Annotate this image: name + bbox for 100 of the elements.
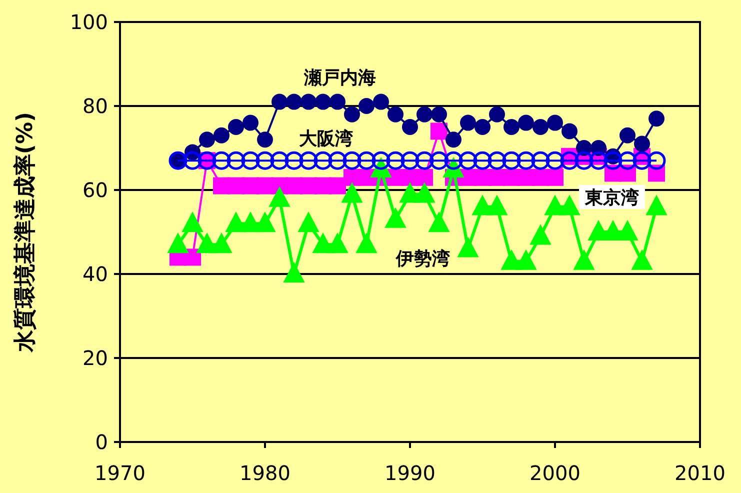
- point: [386, 151, 405, 170]
- point: [518, 114, 534, 131]
- point: [546, 168, 564, 186]
- point: [632, 250, 652, 270]
- point: [546, 151, 564, 170]
- point: [560, 151, 579, 170]
- point: [632, 151, 652, 170]
- point: [256, 151, 274, 170]
- point: [315, 94, 331, 110]
- point: [620, 127, 636, 144]
- point: [168, 233, 188, 254]
- point: [330, 94, 346, 110]
- point: [488, 151, 506, 170]
- y-tick-label: 60: [82, 178, 108, 202]
- point: [212, 151, 231, 170]
- y-tick-label: 40: [82, 262, 108, 286]
- point: [574, 151, 594, 170]
- point: [430, 122, 448, 140]
- point: [254, 212, 276, 232]
- point: [182, 212, 203, 232]
- point: [314, 151, 332, 170]
- point: [489, 106, 505, 122]
- point: [327, 233, 348, 254]
- x-tick-label: 1980: [240, 461, 290, 485]
- point: [431, 106, 447, 122]
- point: [458, 237, 478, 258]
- point: [385, 208, 406, 228]
- x-tick-label: 2000: [530, 461, 580, 485]
- point: [358, 98, 374, 114]
- point: [634, 136, 650, 152]
- point: [458, 151, 478, 170]
- point: [559, 195, 580, 216]
- point: [428, 212, 450, 232]
- point: [415, 151, 434, 170]
- point: [532, 119, 548, 135]
- point: [228, 119, 244, 135]
- point: [373, 94, 389, 110]
- point: [430, 151, 448, 170]
- point: [286, 94, 302, 110]
- point: [357, 151, 376, 170]
- point: [344, 106, 360, 122]
- point: [648, 110, 664, 127]
- x-tick-label: 2010: [674, 461, 726, 485]
- point: [516, 151, 536, 170]
- point: [299, 151, 318, 170]
- point: [284, 262, 304, 282]
- series-label: 大阪湾: [298, 128, 353, 150]
- point: [300, 94, 316, 110]
- point: [460, 114, 476, 131]
- point: [342, 151, 362, 170]
- point: [226, 151, 246, 170]
- point: [298, 212, 319, 232]
- series-label: 伊勢湾: [395, 248, 450, 270]
- series-label: 瀬戸内海: [303, 67, 376, 88]
- point: [562, 123, 578, 140]
- y-tick-label: 20: [82, 346, 108, 370]
- point: [284, 151, 304, 170]
- point: [416, 168, 433, 186]
- point: [372, 151, 390, 170]
- point: [402, 119, 418, 135]
- point: [356, 233, 377, 254]
- point: [604, 151, 622, 170]
- point: [214, 127, 230, 144]
- point: [589, 151, 608, 170]
- point: [272, 94, 288, 110]
- point: [416, 106, 432, 122]
- point: [400, 151, 420, 170]
- point: [444, 151, 463, 170]
- point: [183, 151, 202, 170]
- point: [446, 132, 462, 148]
- point: [388, 106, 404, 122]
- point: [473, 151, 492, 170]
- point: [618, 151, 637, 170]
- point: [414, 182, 435, 203]
- point: [241, 151, 260, 170]
- point: [574, 250, 594, 270]
- point: [486, 195, 508, 216]
- y-tick-label: 80: [82, 94, 108, 118]
- point: [328, 151, 347, 170]
- point: [474, 119, 490, 135]
- point: [547, 114, 563, 131]
- series-label: 東京湾: [584, 187, 639, 208]
- point: [516, 250, 536, 270]
- point: [502, 151, 521, 170]
- y-tick-label: 100: [70, 10, 108, 34]
- point: [242, 114, 258, 131]
- y-axis-title: 水質環境基準達成率(%): [12, 112, 38, 354]
- point: [647, 151, 666, 170]
- point: [531, 151, 550, 170]
- point: [329, 177, 346, 194]
- point: [342, 182, 362, 203]
- point: [504, 119, 520, 135]
- point: [199, 132, 215, 148]
- point: [646, 195, 667, 216]
- x-tick-label: 1970: [94, 461, 146, 485]
- y-tick-label: 0: [95, 430, 108, 454]
- point: [270, 151, 289, 170]
- x-tick-label: 1990: [384, 461, 436, 485]
- point: [211, 233, 232, 254]
- point: [530, 224, 551, 245]
